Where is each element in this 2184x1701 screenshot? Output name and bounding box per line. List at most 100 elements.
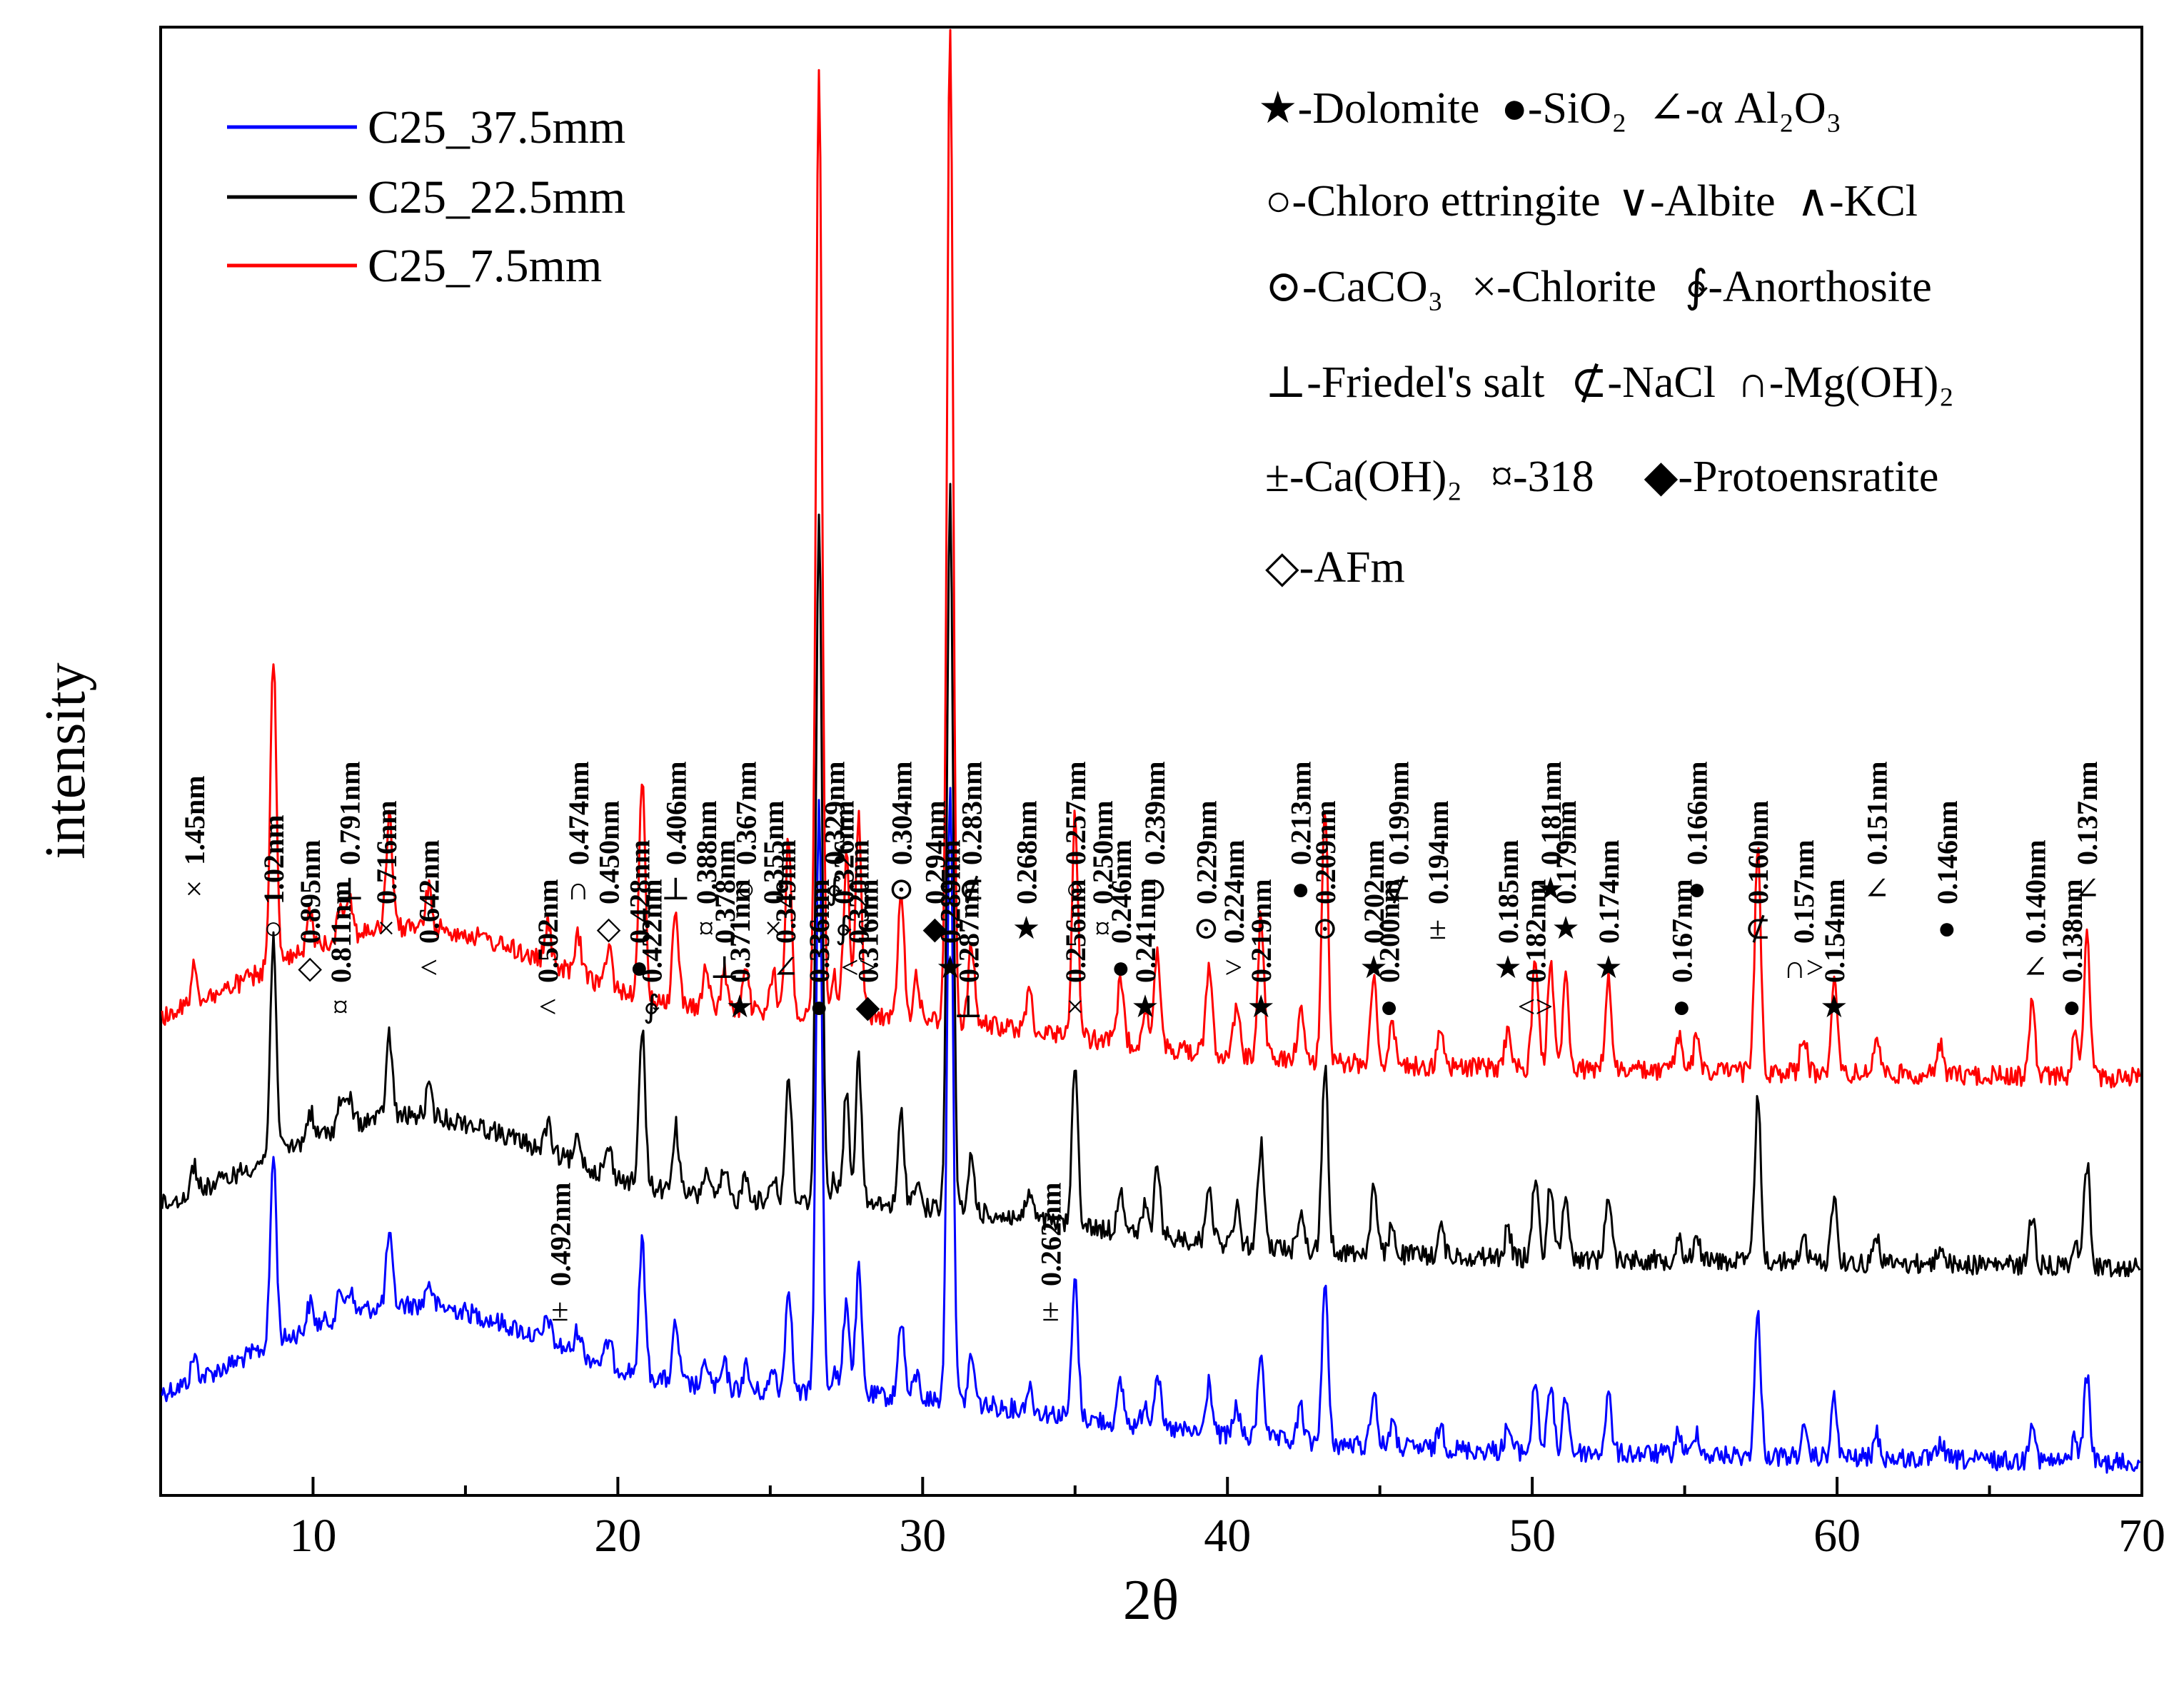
peak-symbol: ★: [1012, 911, 1040, 946]
peak-label: 0.371nm: [724, 879, 756, 983]
peak-label: 0.642nm: [413, 839, 446, 944]
peak-label: 0.229nm: [1190, 800, 1222, 904]
peak-label: 0.378nm: [709, 839, 741, 944]
peak-symbol: ±: [1429, 911, 1446, 946]
peak-symbol: ★: [1551, 911, 1579, 946]
peak-symbol: ∠: [1863, 872, 1890, 907]
peak-symbol: ★: [1247, 989, 1274, 1024]
peak-symbol: ⊄: [1745, 911, 1771, 946]
x-axis-ticks: 10 20 30 40 50 60 70: [159, 1477, 2165, 1562]
peak-symbol: ∩>: [1783, 950, 1824, 985]
peak-symbol: ±: [551, 1293, 568, 1328]
series-legend: C25_37.5mm C25_22.5mm C25_7.5mm: [227, 101, 625, 292]
peak-label: 0.287nm: [952, 879, 985, 983]
peak-symbol: ∠: [2074, 872, 2100, 907]
peak-symbol: ∠: [2022, 950, 2048, 985]
peak-symbol: >: [1224, 950, 1242, 985]
peak-symbol: ★: [1131, 989, 1159, 1024]
peak-label: 0.137nm: [2071, 761, 2103, 865]
peak-label: 0.182nm: [1519, 879, 1551, 983]
peak-label: 0.406nm: [660, 761, 693, 865]
peak-label: 0.502nm: [532, 879, 564, 983]
peak-symbol: ★: [1594, 950, 1622, 985]
peak-symbol: ∲: [643, 989, 660, 1024]
legend-label-red: C25_7.5mm: [368, 240, 602, 292]
peak-label: 0.355nm: [758, 800, 790, 904]
y-axis-title: intensity: [34, 662, 97, 859]
peak-label: 0.250nm: [1087, 800, 1119, 904]
peak-symbol: ●: [1379, 989, 1399, 1024]
peak-symbol: ⊥: [661, 872, 690, 907]
peak-label: 0.304nm: [885, 761, 917, 865]
x-tick-label: 70: [2118, 1510, 2165, 1562]
peak-label: 0.154nm: [1818, 879, 1851, 983]
peak-label: 0.811nm: [325, 881, 357, 983]
peak-symbol: ¤: [333, 989, 348, 1024]
peak-symbol: ⊥: [954, 989, 983, 1024]
peak-symbol: <>: [841, 950, 877, 985]
peak-label: 0.213nm: [1285, 761, 1317, 865]
x-tick-label: 60: [1813, 1510, 1861, 1562]
peak-symbol: ★: [1820, 989, 1848, 1024]
peak-symbol: ⊃: [1141, 872, 1167, 907]
peak-symbol: ○: [1065, 872, 1085, 907]
peak-symbol: <>: [1518, 989, 1554, 1024]
peak-symbol: ●: [1672, 989, 1691, 1024]
peak-symbol: ±: [1042, 1293, 1060, 1328]
peak-label: 0.246nm: [1105, 839, 1137, 944]
peak-symbol: ●: [630, 950, 649, 985]
x-tick-label: 10: [289, 1510, 336, 1562]
peak-symbol: ⊙: [888, 872, 915, 907]
peak-label: 0.895nm: [294, 839, 326, 944]
peak-symbol: ○: [264, 911, 283, 946]
peak-label: 0.194nm: [1422, 800, 1454, 904]
peak-label: 0.349nm: [770, 839, 802, 944]
peak-label: 0.241nm: [1129, 879, 1162, 983]
peak-symbol: ◆: [856, 989, 880, 1024]
peak-label: 0.257nm: [1060, 761, 1092, 865]
peak-label: 0.239nm: [1139, 761, 1171, 865]
x-axis-title: 2θ: [1123, 1569, 1179, 1632]
peak-label: 1.45nm: [178, 775, 211, 865]
legend-label-blue: C25_37.5mm: [368, 101, 625, 153]
peak-label: 0.492nm: [544, 1182, 576, 1286]
peak-symbol: ⊙: [1193, 911, 1219, 946]
peak-symbol: ★: [1359, 950, 1387, 985]
peak-annotations: ×1.45nm○1.02nm◇0.895nm¤0.811nm⊥0.791nm×0…: [178, 761, 2103, 1328]
peak-label: 0.151nm: [1861, 761, 1893, 865]
peak-label: 0.294nm: [919, 800, 951, 904]
peak-label: 0.256nm: [1060, 879, 1092, 983]
peak-symbol: ⊥: [335, 872, 364, 907]
phase-legend-row-1: ★-Dolomite ●-SiO₂ ∠-α Al₂O₃: [1258, 84, 1841, 133]
peak-label: 0.716nm: [371, 800, 403, 904]
peak-symbol: ●: [1687, 872, 1706, 907]
peak-label: 0.316nm: [852, 879, 884, 983]
peak-label: 0.138nm: [2056, 879, 2088, 983]
peak-label: 0.181nm: [1535, 761, 1567, 865]
peak-label: 0.174nm: [1593, 839, 1625, 944]
peak-symbol: ●: [2063, 989, 2082, 1024]
phase-legend-row-5: ±-Ca(OH)₂ ¤-318 ◆-Protoensratite: [1265, 453, 1938, 501]
peak-symbol: ×: [765, 911, 782, 946]
legend-label-black: C25_22.5mm: [368, 171, 625, 223]
peak-symbol: ●: [1937, 911, 1956, 946]
peak-symbol: ⊄: [958, 872, 985, 907]
peak-label: 0.336nm: [803, 879, 835, 983]
x-tick-label: 50: [1509, 1510, 1556, 1562]
peak-label: 0.219nm: [1245, 879, 1277, 983]
peak-symbol: ○: [736, 872, 755, 907]
phase-legend: ★-Dolomite ●-SiO₂ ∠-α Al₂O₃ ○-Chloro ettri…: [1258, 84, 1954, 592]
peak-label: 0.200nm: [1374, 879, 1406, 983]
peak-symbol: ×: [378, 911, 396, 946]
peak-symbol: ●: [810, 989, 829, 1024]
peak-label: 0.167nm: [1666, 879, 1698, 983]
peak-symbol: ★: [725, 989, 753, 1024]
peak-label: 0.329nm: [819, 761, 851, 865]
peak-label: 0.268nm: [1010, 800, 1042, 904]
peak-symbol: ●: [1291, 872, 1310, 907]
peak-symbol: ★: [936, 950, 964, 985]
peak-symbol: ∲: [835, 911, 852, 946]
peak-symbol: ∩: [567, 872, 590, 907]
peak-label: 0.474nm: [563, 761, 595, 865]
trace-C25_22.5mm: [161, 483, 2141, 1278]
